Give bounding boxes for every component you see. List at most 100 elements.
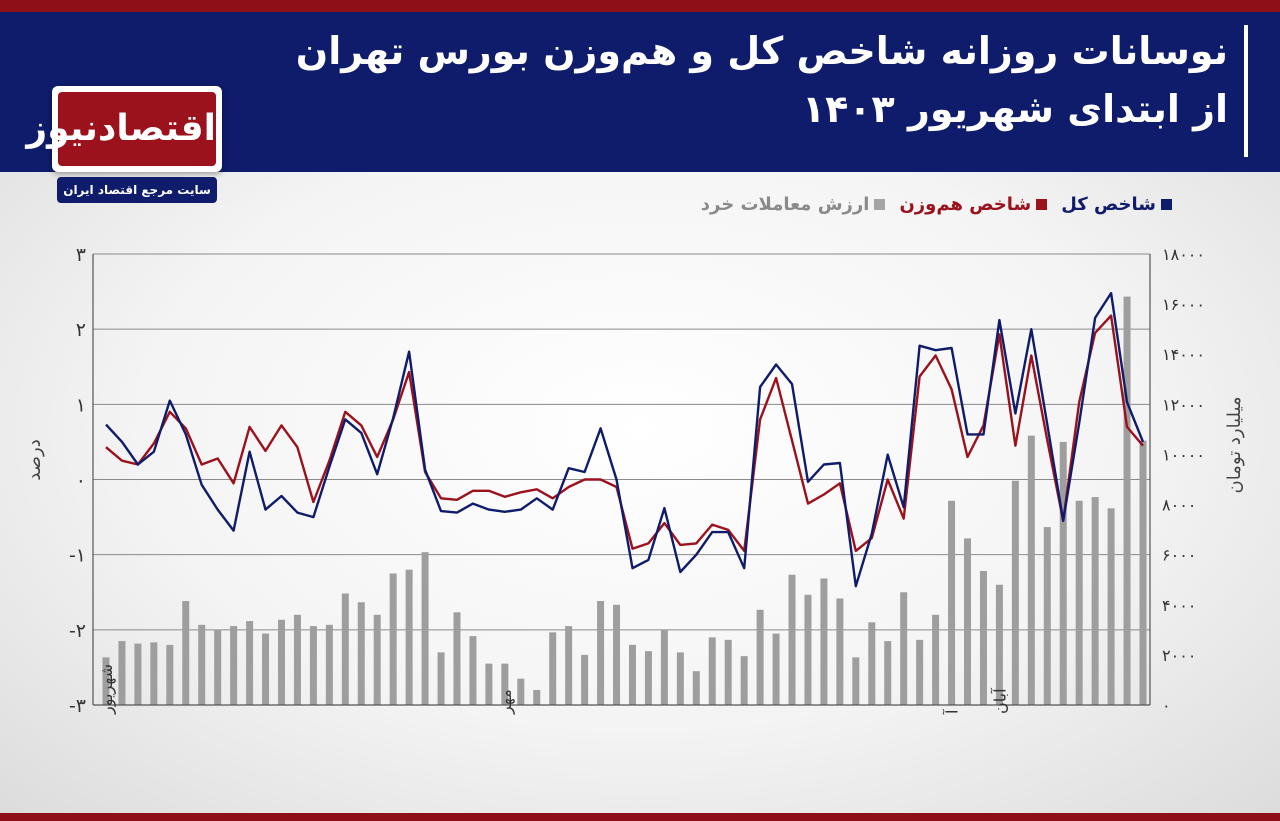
chart-title-line2: از ابتدای شهریور ۱۴۰۳ [801,87,1228,131]
bar-trading-value-14 [325,624,333,705]
bar-trading-value-59 [1043,527,1051,705]
x-tick-label-0: شهریور [97,664,117,715]
bar-trading-value-8 [230,626,238,705]
y-left-tick-label-3: ۰ [76,470,86,492]
x-tick-label-2: آ [943,708,962,715]
bar-trading-value-58 [1027,435,1035,705]
bar-trading-value-10 [262,633,270,705]
bar-trading-value-30 [581,654,589,705]
chart-tick-labels: ۳ ۲ ۱ ۰ -۱ -۲ -۳ ۱۸۰۰۰ ۱۶۰۰۰ ۱۴۰۰۰ ۱۲۰۰۰ ۱۰۰۰۰ ۸۰۰۰ ۶… [24,244,1245,717]
x-tick-label-3: آبان [990,687,1009,714]
bar-trading-value-3 [150,642,158,705]
bar-trading-value-38 [708,637,716,705]
bar-trading-value-46 [836,598,844,705]
bar-trading-value-47 [852,657,860,705]
bar-trading-value-13 [309,626,317,705]
brand-tagline: سایت مرجع اقتصاد ایران [57,177,217,203]
bar-trading-value-33 [628,644,636,705]
bar-trading-value-16 [357,602,365,705]
bar-trading-value-20 [421,552,429,705]
bar-trading-value-23 [469,636,477,705]
series-line-total-index [105,291,1145,588]
y-right-tick-label-9: ۰ [1162,696,1171,715]
chart-lines [105,291,1145,588]
bar-trading-value-61 [1075,500,1083,705]
bar-trading-value-48 [868,622,876,705]
bar-trading-value-57 [1011,480,1019,705]
y-left-tick-label-4: -۱ [69,545,86,567]
chart-title: نوسانات روزانه شاخص کل و هم‌وزن بورس تهر… [295,22,1228,138]
series-line-equal-weight [105,314,1144,553]
bar-trading-value-11 [277,619,285,705]
y-left-tick-label-0: ۳ [76,244,86,266]
legend-item-equal-weight: شاخص هم‌وزن [899,194,1048,215]
bar-trading-value-5 [182,601,190,705]
chart-axes [92,254,1151,706]
bar-trading-value-51 [916,639,924,705]
bar-trading-value-49 [884,641,892,705]
bar-trading-value-9 [246,621,254,705]
y-right-tick-label-6: ۶۰۰۰ [1162,546,1196,565]
bar-trading-value-18 [389,573,397,705]
bar-trading-value-4 [166,644,174,705]
bar-trading-value-44 [804,594,812,705]
bar-trading-value-32 [613,604,621,705]
bar-trading-value-55 [979,570,987,705]
bar-trading-value-35 [660,629,668,705]
bar-trading-value-60 [1059,441,1067,705]
y-right-tick-label-4: ۱۰۰۰۰ [1162,445,1205,464]
bar-trading-value-42 [772,633,780,705]
bar-trading-value-63 [1107,508,1115,705]
chart-bars [102,296,1147,705]
y-right-tick-label-3: ۱۲۰۰۰ [1162,395,1205,414]
legend-label-equal-weight: شاخص هم‌وزن [899,194,1032,215]
brand-logo-text: اقتصادنیوز [26,92,216,166]
bar-trading-value-2 [134,643,142,705]
bar-trading-value-17 [373,614,381,705]
y-left-tick-label-2: ۱ [76,394,86,416]
bar-trading-value-50 [900,592,908,705]
bar-trading-value-29 [565,626,573,705]
bar-trading-value-54 [964,538,972,705]
bar-trading-value-52 [932,614,940,705]
bar-trading-value-7 [214,629,222,705]
bar-trading-value-0 [102,657,110,705]
bar-trading-value-21 [437,652,445,705]
legend-label-total-index: شاخص کل [1061,194,1156,215]
bar-trading-value-65 [1139,440,1147,705]
chart-legend: شاخص کل شاخص هم‌وزن ارزش معاملات خرد [701,194,1172,215]
bar-trading-value-22 [453,612,461,705]
top-accent-strip [0,0,1280,12]
y-left-tick-label-5: -۲ [69,620,86,642]
bar-trading-value-53 [948,500,956,705]
bar-trading-value-31 [597,601,605,705]
bar-trading-value-43 [788,574,796,705]
chart-title-line1: نوسانات روزانه شاخص کل و هم‌وزن بورس تهر… [295,29,1228,73]
legend-item-trading-value: ارزش معاملات خرد [701,194,886,215]
bar-trading-value-6 [198,624,206,705]
bar-trading-value-28 [549,632,557,705]
bar-trading-value-45 [820,578,828,705]
y-right-axis-label: میلیارد تومان [1224,396,1245,493]
title-divider [1244,25,1248,157]
y-right-tick-label-1: ۱۶۰۰۰ [1162,295,1205,314]
bar-trading-value-26 [517,678,525,705]
bar-trading-value-41 [756,609,764,705]
bar-trading-value-37 [692,671,700,705]
y-right-tick-label-2: ۱۴۰۰۰ [1162,345,1205,364]
brand-logo: اقتصادنیوز [26,86,222,172]
bar-trading-value-36 [676,652,684,705]
bar-trading-value-1 [118,641,126,705]
bar-trading-value-64 [1123,296,1131,705]
y-left-axis-label: درصد [24,439,45,480]
bar-trading-value-62 [1091,497,1099,705]
bar-trading-value-34 [644,651,652,705]
y-left-tick-label-1: ۲ [76,319,86,341]
bar-trading-value-12 [293,614,301,705]
y-left-tick-label-6: -۳ [69,695,86,717]
bar-trading-value-27 [533,689,541,705]
y-right-tick-label-5: ۸۰۰۰ [1162,496,1196,515]
legend-swatch-equal-weight [1036,199,1048,210]
y-right-tick-label-0: ۱۸۰۰۰ [1162,245,1205,264]
